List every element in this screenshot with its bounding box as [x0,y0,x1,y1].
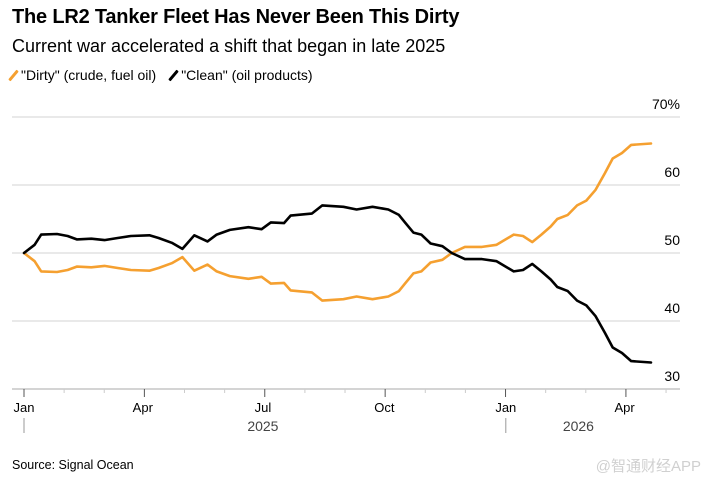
x-tick-label: Apr [133,400,154,415]
x-tick-label: Jan [495,400,516,415]
series-line-dirty [22,142,653,302]
year-label: 2025 [247,418,278,434]
legend-item-dirty: "Dirty" (crude, fuel oil) [8,67,157,83]
year-label: 2026 [563,418,594,434]
y-tick-label: 30 [664,368,680,384]
y-tick-label: 70% [652,96,680,112]
legend-item-clean: "Clean" (oil products) [168,67,313,83]
chart-subtitle: Current war accelerated a shift that beg… [12,36,446,56]
legend-label-clean: "Clean" (oil products) [181,67,313,83]
y-tick-label: 50 [664,232,680,248]
series-line-clean [22,204,653,364]
x-tick-label: Oct [374,400,395,415]
legend-label-dirty: "Dirty" (crude, fuel oil) [21,67,157,83]
x-tick-label: Apr [614,400,635,415]
source-note: Source: Signal Ocean [12,458,134,472]
x-tick-label: Jan [14,400,35,415]
y-tick-label: 40 [664,300,680,316]
x-tick-label: Jul [255,400,272,415]
watermark: @智通财经APP [595,458,701,475]
legend: "Dirty" (crude, fuel oil) "Clean" (oil p… [8,67,313,83]
chart-title: The LR2 Tanker Fleet Has Never Been This… [12,6,460,28]
y-tick-label: 60 [664,164,680,180]
